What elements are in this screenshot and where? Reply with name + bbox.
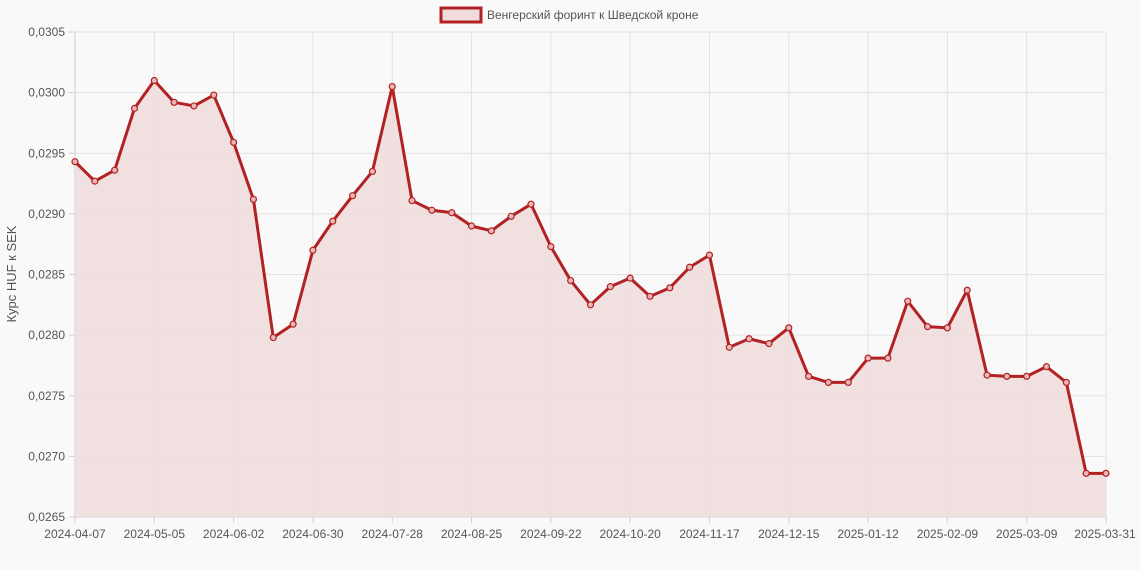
x-tick-label: 2025-01-12 — [837, 527, 899, 541]
data-point — [1062, 378, 1070, 387]
data-point — [190, 102, 198, 110]
data-point — [467, 222, 476, 230]
data-point — [269, 333, 277, 342]
y-tick-label: 0,0275 — [28, 389, 65, 403]
data-point — [368, 167, 376, 176]
y-tick-label: 0,0285 — [28, 268, 65, 282]
legend-swatch[interactable] — [439, 6, 483, 24]
data-point — [824, 378, 833, 387]
x-tick-label: 2024-06-02 — [203, 527, 265, 541]
data-point — [983, 371, 991, 379]
data-point — [547, 243, 555, 251]
x-tick-label: 2025-03-09 — [996, 527, 1058, 541]
y-tick-label: 0,0300 — [28, 86, 65, 100]
x-tick-label: 2024-07-28 — [362, 527, 424, 541]
data-point — [150, 76, 158, 85]
data-point — [527, 200, 535, 208]
data-point — [1003, 372, 1011, 380]
data-point — [864, 354, 872, 362]
x-tick-label: 2024-09-22 — [520, 527, 582, 541]
series-area — [75, 80, 1106, 517]
data-point — [923, 323, 932, 331]
y-tick-label: 0,0270 — [28, 449, 65, 463]
y-tick-label: 0,0265 — [28, 510, 65, 524]
data-point — [904, 297, 912, 305]
x-tick-label: 2025-02-09 — [917, 527, 979, 541]
y-tick-label: 0,0290 — [28, 207, 65, 221]
data-points-layer — [71, 76, 1110, 477]
data-point — [111, 166, 119, 174]
data-point — [507, 212, 515, 220]
data-point — [606, 283, 614, 291]
y-tick-label: 0,0295 — [28, 146, 65, 160]
x-tick-label: 2024-06-30 — [282, 527, 344, 541]
x-tick-label: 2024-05-05 — [124, 527, 186, 541]
data-point — [567, 276, 575, 285]
y-axis-ticks: 0,0305 0,0300 0,0295 0,0290 0,0285 0,0280 0,02… — [28, 25, 65, 524]
data-point — [686, 263, 694, 271]
x-tick-label: 2024-12-15 — [758, 527, 820, 541]
data-point — [844, 378, 852, 387]
data-point — [963, 286, 971, 294]
data-point — [705, 251, 714, 259]
data-point — [71, 158, 79, 166]
data-point — [130, 104, 139, 112]
legend[interactable]: Венгерский форинт к Шведской кроне — [439, 6, 699, 24]
data-point — [448, 209, 456, 217]
y-tick-label: 0,0305 — [28, 25, 65, 39]
area-fill-layer — [75, 80, 1106, 517]
x-tick-label: 2024-04-07 — [44, 527, 106, 541]
x-tick-label: 2024-08-25 — [441, 527, 503, 541]
data-point — [309, 246, 317, 254]
x-axis-ticks: 2024-04-07 2024-05-05 2024-06-02 2024-06-30… — [44, 527, 1136, 541]
data-point — [1102, 469, 1110, 477]
data-point — [666, 284, 674, 292]
data-point — [428, 206, 436, 214]
x-tick-label: 2024-11-17 — [679, 527, 740, 541]
data-point — [765, 340, 773, 348]
data-point — [804, 372, 813, 380]
x-tick-label: 2025-03-31 — [1074, 527, 1136, 541]
data-point — [329, 217, 337, 225]
data-point — [1082, 469, 1090, 477]
y-tick-label: 0,0280 — [28, 328, 65, 342]
data-point — [408, 196, 416, 205]
data-point — [943, 324, 951, 332]
data-point — [249, 195, 258, 203]
data-point — [745, 335, 753, 343]
data-point — [785, 324, 793, 332]
data-point — [348, 192, 357, 200]
data-point — [626, 274, 634, 282]
data-point — [170, 98, 178, 106]
data-point — [289, 320, 297, 328]
legend-label[interactable]: Венгерский форинт к Шведской кроне — [487, 8, 699, 22]
data-point — [210, 91, 218, 99]
data-point — [487, 227, 495, 235]
data-point — [388, 82, 396, 91]
data-point — [884, 354, 892, 362]
data-point — [586, 301, 595, 309]
x-tick-label: 2024-10-20 — [599, 527, 661, 541]
data-point — [1042, 363, 1051, 371]
data-point — [646, 292, 654, 300]
data-point — [230, 138, 238, 146]
data-point — [725, 343, 733, 351]
y-axis-title: Курс HUF к SEK — [4, 225, 19, 322]
data-point — [91, 177, 99, 185]
data-point — [1023, 372, 1031, 380]
